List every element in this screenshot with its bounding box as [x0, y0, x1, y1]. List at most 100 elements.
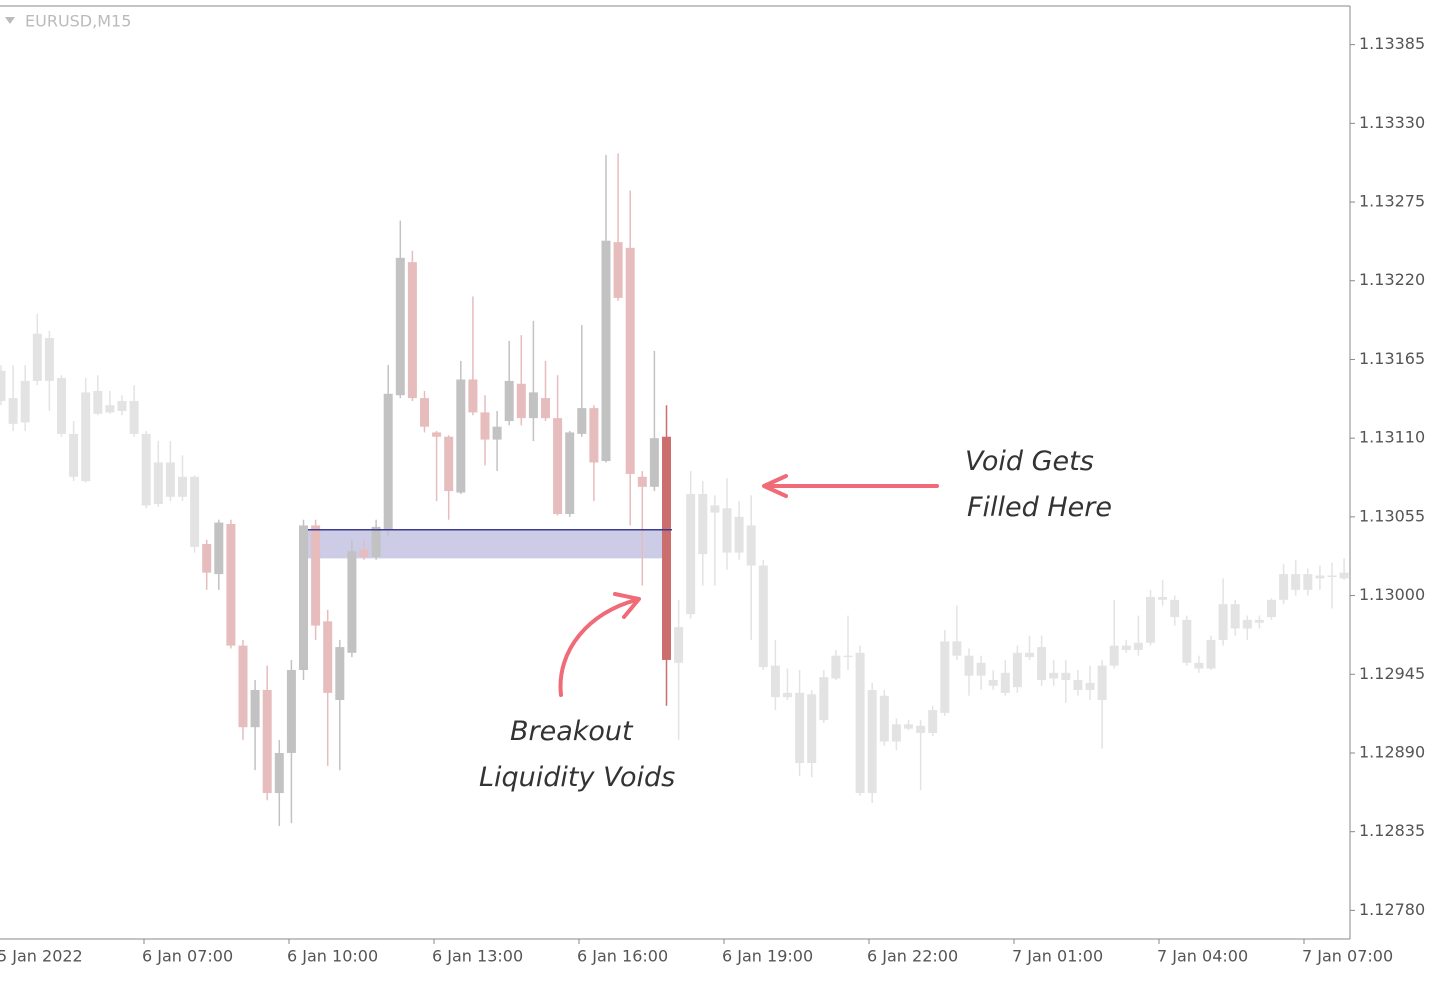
annotation-line: Filled Here	[967, 492, 1112, 523]
candle-body	[274, 752, 284, 794]
candle-body	[44, 337, 54, 381]
candle-body	[928, 710, 938, 733]
candle-body	[904, 724, 913, 729]
y-tick-label: 1.13220	[1359, 270, 1425, 289]
arrow-curved-head	[613, 592, 641, 619]
candle-body	[444, 436, 454, 492]
candle-body	[758, 565, 768, 668]
candle-body	[383, 393, 393, 530]
candle-body	[577, 408, 587, 434]
candle-body	[1061, 672, 1071, 680]
candle-body	[480, 412, 490, 440]
candle-body	[432, 432, 442, 437]
candle-body	[855, 652, 865, 794]
y-tick-label: 1.13165	[1359, 349, 1425, 368]
candle-body	[407, 262, 417, 399]
y-tick-label: 1.12945	[1359, 664, 1425, 683]
candle-body	[770, 665, 780, 698]
candle-body	[541, 398, 550, 419]
candle-body	[32, 333, 42, 381]
candle-body	[964, 655, 974, 676]
candle-body	[988, 679, 998, 686]
x-tick-label: 7 Jan 01:00	[1012, 947, 1103, 966]
candle-body	[359, 549, 369, 557]
candle-body	[662, 436, 671, 660]
candle-body	[93, 390, 103, 414]
candle-body	[1049, 672, 1059, 679]
candle-body	[226, 524, 236, 646]
x-tick-label: 6 Jan 13:00	[432, 947, 523, 966]
candle-body	[746, 525, 756, 566]
candle-body	[649, 438, 659, 487]
candle-body	[1327, 575, 1337, 578]
x-tick-label: 6 Jan 10:00	[287, 947, 378, 966]
candle-body	[1267, 599, 1276, 618]
candle-body	[1158, 596, 1168, 600]
candle-body	[117, 400, 127, 411]
candle-body	[238, 645, 248, 728]
y-tick-label: 1.13000	[1359, 585, 1425, 604]
candle-body	[1242, 619, 1252, 629]
candle-body	[795, 692, 805, 763]
candle-body	[710, 505, 720, 513]
candle-body	[565, 432, 575, 514]
arrow-curved	[558, 598, 638, 697]
candle-body	[1146, 596, 1155, 643]
candle-body	[783, 692, 792, 698]
candle-body	[528, 392, 538, 419]
annotation-line: Void Gets	[965, 446, 1094, 477]
candle-body	[1339, 572, 1349, 579]
candle-body	[674, 627, 684, 663]
candle-body	[1170, 599, 1180, 618]
x-tick-label: 6 Jan 16:00	[577, 947, 668, 966]
candle-body	[952, 641, 962, 656]
candle-body	[468, 379, 478, 413]
candle-body	[153, 462, 163, 504]
candle-body	[1073, 679, 1083, 691]
candle-body	[1133, 642, 1143, 650]
y-tick-label: 1.12835	[1359, 821, 1425, 840]
symbol-arrow	[5, 17, 15, 24]
candle-body	[843, 655, 853, 658]
candle-body	[1291, 574, 1301, 590]
candle-body	[891, 724, 901, 742]
candle-body	[516, 383, 526, 419]
candle-body	[1218, 604, 1228, 640]
candle-body	[69, 433, 79, 477]
candle-body	[686, 493, 696, 615]
y-tick-label: 1.12780	[1359, 900, 1425, 919]
candle-body	[879, 695, 889, 742]
candle-body	[589, 408, 599, 463]
x-tick-label: 6 Jan 07:00	[142, 947, 233, 966]
candle-body	[1279, 574, 1289, 600]
candle-body	[250, 690, 260, 728]
candle-body	[0, 370, 6, 401]
y-tick-label: 1.13330	[1359, 113, 1425, 132]
candle-body	[553, 418, 563, 514]
candle-body	[1000, 672, 1010, 693]
candle-body	[1121, 645, 1131, 650]
plot-area	[0, 153, 1349, 826]
candle-body	[613, 242, 623, 298]
candle-body	[831, 655, 841, 679]
candle-body	[141, 433, 151, 506]
candle-body	[20, 380, 30, 423]
candle-body	[504, 380, 514, 421]
x-tick-label: 7 Jan 07:00	[1302, 947, 1393, 966]
y-tick-label: 1.13385	[1359, 34, 1425, 53]
candle-body	[698, 493, 708, 555]
candle-body	[1206, 639, 1216, 669]
candle-body	[311, 525, 321, 626]
candle-body	[1025, 652, 1034, 658]
candle-body	[395, 257, 405, 396]
candle-body	[456, 379, 466, 493]
candle-body	[492, 426, 502, 440]
candle-body	[1194, 662, 1204, 669]
candle-body	[262, 690, 272, 794]
candle-body	[734, 516, 744, 553]
candle-body	[190, 476, 200, 547]
candle-body	[916, 725, 926, 733]
candle-body	[1254, 619, 1264, 623]
candle-body	[1182, 619, 1192, 663]
